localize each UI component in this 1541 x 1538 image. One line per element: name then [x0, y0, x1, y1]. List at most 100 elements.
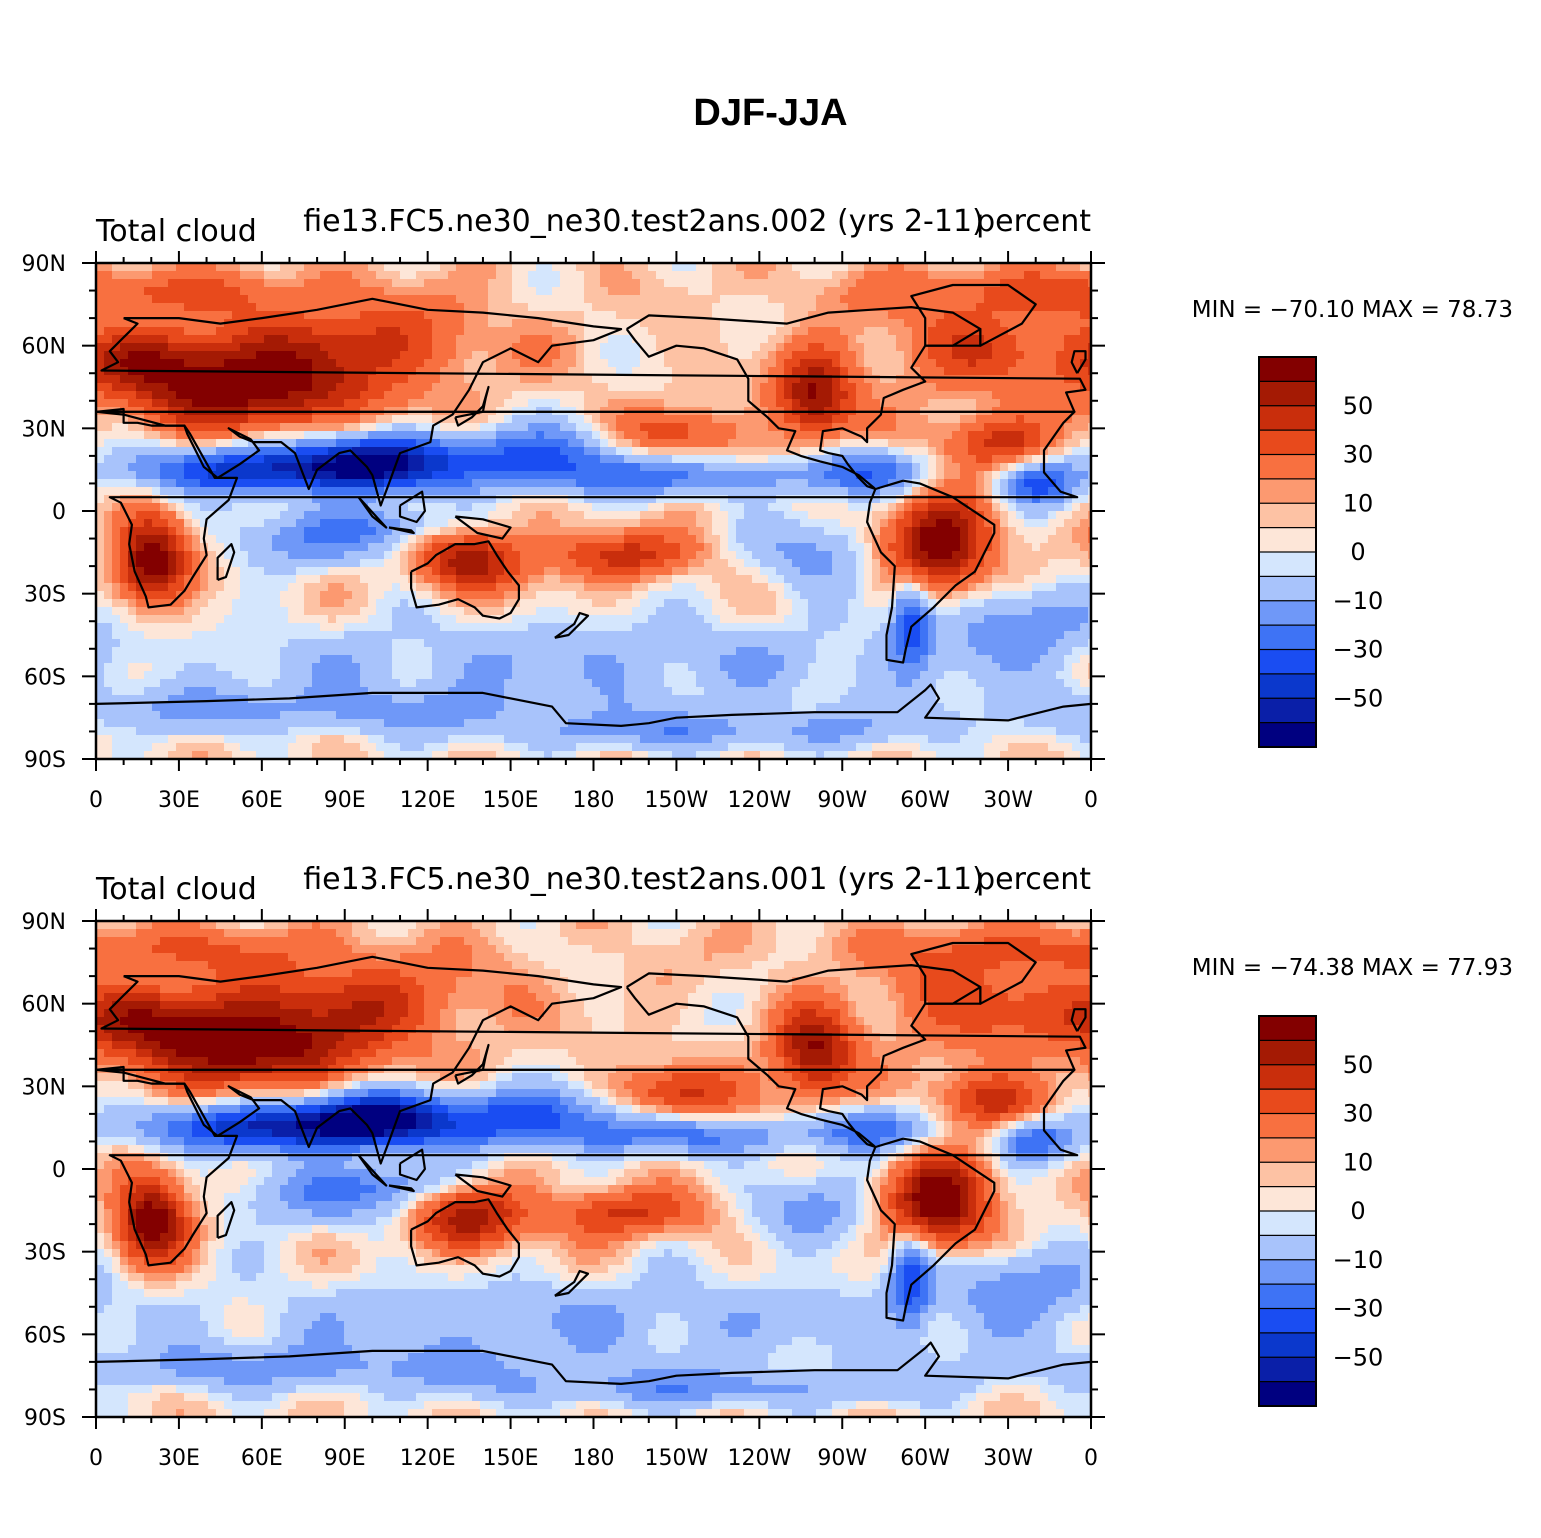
- contour-cell: [728, 1273, 761, 1282]
- contour-cell: [616, 423, 641, 432]
- contour-cell: [416, 271, 449, 280]
- contour-cell: [112, 1145, 129, 1154]
- contour-cell: [1000, 1137, 1009, 1146]
- contour-cell: [1048, 1161, 1065, 1170]
- contour-cell: [1024, 271, 1041, 280]
- contour-cell: [416, 1073, 441, 1082]
- contour-cell: [192, 543, 201, 552]
- contour-cell: [584, 1169, 609, 1178]
- contour-cell: [408, 535, 417, 544]
- contour-cell: [992, 591, 1033, 600]
- contour-cell: [144, 1153, 161, 1162]
- contour-cell: [96, 399, 129, 408]
- contour-cell: [768, 1017, 785, 1026]
- contour-cell: [1032, 487, 1049, 496]
- contour-cell: [208, 1225, 217, 1234]
- contour-cell: [664, 359, 761, 368]
- contour-cell: [464, 937, 489, 946]
- contour-cell: [672, 1193, 697, 1202]
- contour-cell: [912, 359, 937, 368]
- contour-cell: [872, 471, 897, 480]
- contour-cell: [600, 1097, 609, 1106]
- contour-cell: [280, 1145, 361, 1154]
- contour-cell: [920, 1233, 937, 1242]
- contour-cell: [880, 1281, 889, 1290]
- contour-cell: [888, 639, 897, 648]
- contour-cell: [312, 1225, 329, 1234]
- contour-cell: [800, 567, 833, 576]
- contour-cell: [1072, 503, 1081, 512]
- contour-cell: [480, 1401, 505, 1410]
- contour-cell: [328, 1281, 489, 1290]
- contour-cell: [808, 607, 849, 616]
- contour-cell: [96, 969, 217, 978]
- contour-cell: [184, 663, 217, 672]
- contour-cell: [696, 1265, 713, 1274]
- contour-cell: [912, 751, 937, 759]
- contour-cell: [312, 367, 345, 376]
- contour-cell: [400, 1097, 417, 1106]
- contour-cell: [1080, 1305, 1091, 1314]
- contour-cell: [504, 679, 593, 688]
- contour-cell: [368, 1409, 409, 1417]
- contour-cell: [536, 1385, 617, 1394]
- contour-cell: [928, 1137, 945, 1146]
- contour-cell: [568, 1073, 585, 1082]
- contour-cell: [168, 575, 177, 584]
- contour-cell: [448, 687, 505, 696]
- contour-cell: [976, 359, 1017, 368]
- contour-cell: [960, 1073, 993, 1082]
- contour-cell: [784, 1009, 801, 1018]
- contour-cell: [136, 543, 145, 552]
- colorbar-label: 30: [1343, 1100, 1374, 1128]
- contour-cell: [768, 1057, 785, 1066]
- contour-cell: [360, 1025, 393, 1034]
- contour-cell: [320, 735, 345, 744]
- contour-cell: [128, 1225, 137, 1234]
- contour-cell: [992, 487, 1001, 496]
- contour-cell: [352, 655, 393, 664]
- contour-cell: [744, 1209, 753, 1218]
- contour-cell: [104, 1233, 113, 1242]
- contour-cell: [176, 431, 233, 440]
- contour-cell: [960, 929, 1073, 938]
- contour-cell: [160, 1185, 169, 1194]
- contour-cell: [96, 1025, 105, 1034]
- contour-cell: [96, 423, 113, 432]
- contour-cell: [928, 479, 937, 488]
- contour-cell: [176, 567, 185, 576]
- contour-cell: [752, 1241, 769, 1250]
- contour-cell: [192, 527, 201, 536]
- contour-cell: [360, 391, 385, 400]
- contour-cell: [224, 1193, 257, 1202]
- contour-cell: [688, 527, 705, 536]
- contour-cell: [336, 1313, 553, 1322]
- colorbar-box: [1258, 478, 1317, 505]
- contour-cell: [832, 1257, 889, 1266]
- contour-cell: [992, 351, 1025, 360]
- contour-cell: [496, 1409, 561, 1417]
- contour-cell: [472, 961, 513, 970]
- contour-cell: [928, 615, 937, 624]
- contour-cell: [96, 1353, 161, 1362]
- contour-cell: [944, 1089, 961, 1098]
- contour-cell: [240, 591, 281, 600]
- contour-cell: [608, 399, 665, 408]
- contour-cell: [168, 543, 177, 552]
- contour-cell: [688, 1385, 809, 1394]
- contour-cell: [768, 1001, 777, 1010]
- contour-cell: [928, 1345, 969, 1354]
- contour-cell: [280, 1321, 313, 1330]
- contour-cell: [312, 463, 409, 472]
- contour-cell: [312, 751, 369, 759]
- contour-cell: [576, 751, 601, 759]
- colorbar-label: 0: [1350, 1197, 1365, 1225]
- contour-cell: [472, 1177, 489, 1186]
- contour-cell: [176, 743, 225, 752]
- contour-cell: [512, 1249, 553, 1258]
- contour-cell: [416, 423, 441, 432]
- contour-cell: [944, 1057, 985, 1066]
- contour-cell: [440, 1209, 457, 1218]
- contour-cell: [544, 567, 561, 576]
- contour-cell: [168, 1225, 177, 1234]
